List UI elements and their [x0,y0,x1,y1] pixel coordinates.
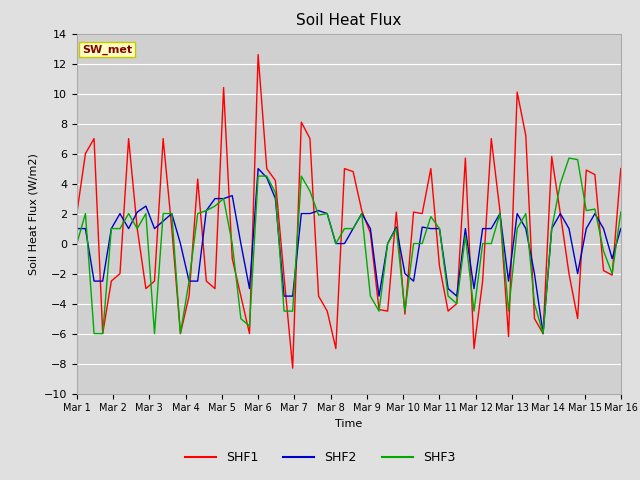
X-axis label: Time: Time [335,419,362,429]
SHF2 [384,240,392,247]
SHF1 [444,308,452,314]
SHF1 [289,365,296,371]
SHF3 [384,240,392,247]
SHF3 [73,240,81,247]
SHF1 [142,286,150,291]
SHF2 [254,166,262,171]
SHF2 [617,226,625,231]
Line: SHF1: SHF1 [77,55,621,368]
SHF2 [436,226,444,231]
SHF1 [358,208,365,214]
Line: SHF3: SHF3 [77,158,621,334]
Legend: SHF1, SHF2, SHF3: SHF1, SHF2, SHF3 [180,446,460,469]
SHF3 [90,331,98,336]
SHF1 [315,293,323,299]
SHF2 [73,226,81,231]
Y-axis label: Soil Heat Flux (W/m2): Soil Heat Flux (W/m2) [28,153,38,275]
SHF3 [349,226,357,231]
SHF3 [150,331,158,336]
SHF1 [436,263,444,269]
SHF1 [617,166,625,171]
SHF1 [392,209,400,215]
Title: Soil Heat Flux: Soil Heat Flux [296,13,401,28]
SHF2 [427,226,435,231]
SHF3 [617,209,625,215]
SHF1 [254,52,262,58]
SHF2 [306,211,314,216]
Line: SHF2: SHF2 [77,168,621,334]
Text: SW_met: SW_met [82,44,132,55]
SHF3 [427,214,435,219]
SHF2 [540,331,547,336]
SHF1 [73,211,81,216]
SHF3 [306,188,314,194]
SHF2 [142,203,150,209]
SHF3 [436,226,444,231]
SHF2 [349,226,357,231]
SHF3 [565,155,573,161]
